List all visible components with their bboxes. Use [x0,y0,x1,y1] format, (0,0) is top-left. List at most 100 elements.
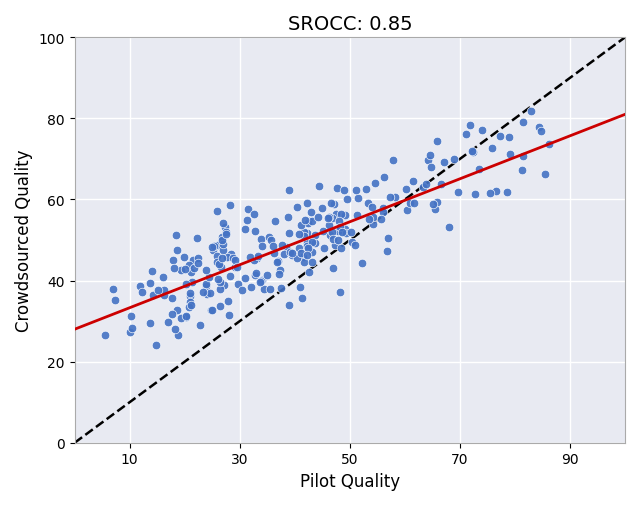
Point [201,282,211,290]
Point [297,295,307,303]
Point [390,194,400,202]
Point [378,209,388,217]
Point [452,188,463,196]
Point [409,199,419,208]
Y-axis label: Crowdsourced Quality: Crowdsourced Quality [15,149,33,332]
Point [204,273,214,281]
Point [230,264,240,272]
Point [326,200,336,208]
Point [215,302,225,311]
Point [232,281,243,289]
Point [328,235,339,243]
Point [301,239,312,247]
Point [302,242,312,250]
Point [173,331,183,339]
Point [159,286,170,294]
Point [426,164,436,172]
Point [222,254,232,262]
Point [198,288,208,296]
Point [299,233,309,241]
Point [430,206,440,214]
Point [436,181,446,189]
Point [180,313,191,321]
Point [212,259,223,267]
Point [252,254,262,262]
Point [370,180,380,188]
Point [186,301,196,310]
Point [191,235,202,243]
Point [145,319,155,327]
Point [470,190,480,198]
Point [518,119,529,127]
Point [324,221,334,229]
Point [517,167,527,175]
Point [401,186,411,194]
Point [307,259,317,267]
Point [163,318,173,326]
Point [227,254,237,262]
Point [266,236,276,244]
Point [108,286,118,294]
Point [292,204,302,212]
Point [214,286,225,294]
Point [361,185,371,193]
Point [181,313,191,321]
Point [230,257,240,265]
Point [347,238,357,246]
Point [276,284,286,292]
Point [378,205,388,213]
Point [207,243,218,251]
Point [339,186,349,194]
Point [207,306,218,314]
Point [356,260,367,268]
Point [216,263,226,271]
Point [517,152,527,160]
Point [284,229,294,237]
Point [337,211,347,219]
Point [217,233,227,241]
Point [298,253,308,261]
Point [340,212,350,220]
Point [353,194,363,203]
Point [285,249,295,257]
Point [536,128,547,136]
Point [257,277,267,285]
Point [202,290,212,298]
Point [337,229,347,237]
Point [255,278,266,286]
Point [201,267,211,275]
Point [205,289,216,297]
Point [256,235,266,243]
Point [176,267,186,275]
Point [225,273,236,281]
Point [212,208,223,216]
Point [333,227,343,235]
Point [274,270,284,278]
Point [294,244,304,252]
Point [468,149,479,157]
Point [304,268,314,276]
Point [153,286,163,294]
Point [296,250,307,258]
Point [335,224,346,232]
Point [246,284,257,292]
Point [243,205,253,213]
Point [477,127,487,135]
Point [281,243,291,251]
Point [185,298,195,306]
Title: SROCC: 0.85: SROCC: 0.85 [287,15,412,34]
Point [340,226,350,234]
Point [147,267,157,275]
Point [342,195,352,203]
Point [465,122,475,130]
Point [193,254,203,262]
Point [385,193,396,201]
Point [167,295,177,303]
Point [184,304,194,312]
Point [367,214,378,222]
Point [227,250,237,259]
Point [265,285,275,293]
Point [492,187,502,195]
Point [332,184,342,192]
Point [526,108,536,116]
